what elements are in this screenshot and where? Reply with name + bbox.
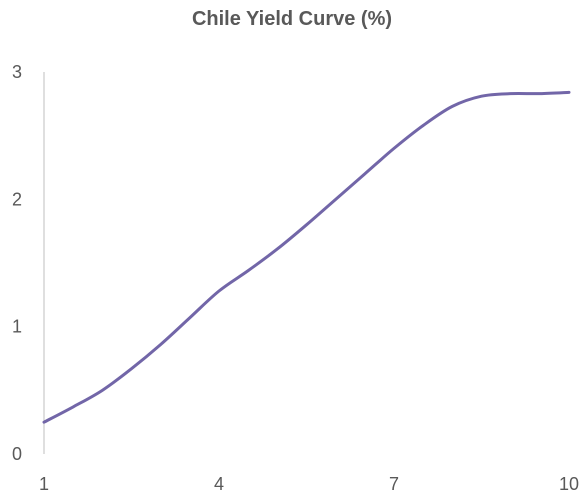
y-tick-label: 2 <box>12 189 22 209</box>
y-tick-label: 0 <box>12 444 22 464</box>
x-tick-label: 10 <box>559 474 579 494</box>
series-layer <box>42 90 571 424</box>
x-tick-label: 1 <box>39 474 49 494</box>
chart-title: Chile Yield Curve (%) <box>191 8 393 30</box>
series-line <box>42 90 571 424</box>
y-tick-label: 1 <box>12 317 22 337</box>
y-tick-label: 3 <box>12 62 22 82</box>
x-tick-label: 4 <box>214 474 224 494</box>
x-tick-label: 7 <box>389 474 399 494</box>
